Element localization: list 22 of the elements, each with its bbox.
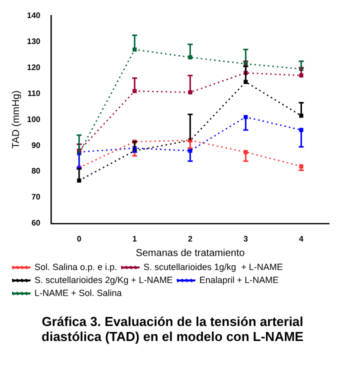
legend-label: L-NAME + Sol. Salina — [34, 288, 122, 298]
y-tick-label: 100 — [26, 114, 41, 124]
x-axis-title: Semanas de tratamiento — [136, 248, 246, 259]
legend-label: S. scutellarioides 2g/Kg + L-NAME — [34, 274, 173, 285]
y-tick-label: 90 — [31, 140, 41, 150]
y-tick-label: 80 — [31, 166, 41, 176]
x-tick-label: 0 — [76, 234, 82, 244]
x-tick-label: 1 — [132, 234, 138, 244]
x-tick-label: 4 — [299, 234, 304, 244]
y-tick-label: 110 — [27, 88, 41, 98]
y-tick-label: 120 — [26, 62, 41, 72]
legend-label: Enalapril + L-NAME — [199, 274, 279, 285]
y-tick-label: 60 — [31, 218, 41, 228]
legend-label: S. scutellarioides 1g/kg + L-NAME — [144, 262, 283, 272]
x-tick-label: 3 — [243, 234, 248, 244]
y-tick-label: 130 — [26, 36, 41, 46]
y-axis-title: TAD (mmHg) — [10, 90, 22, 149]
y-tick-label: 70 — [31, 192, 41, 202]
x-tick-label: 2 — [188, 234, 193, 244]
text: Gráfica 3. Evaluación de la tensión arterial diastólica (TAD) en el modelo con L-NAME — [40, 313, 304, 344]
y-tick-label: 140 — [26, 11, 41, 20]
legend-label: Sol. Salina o.p. e i.p. — [34, 262, 118, 272]
